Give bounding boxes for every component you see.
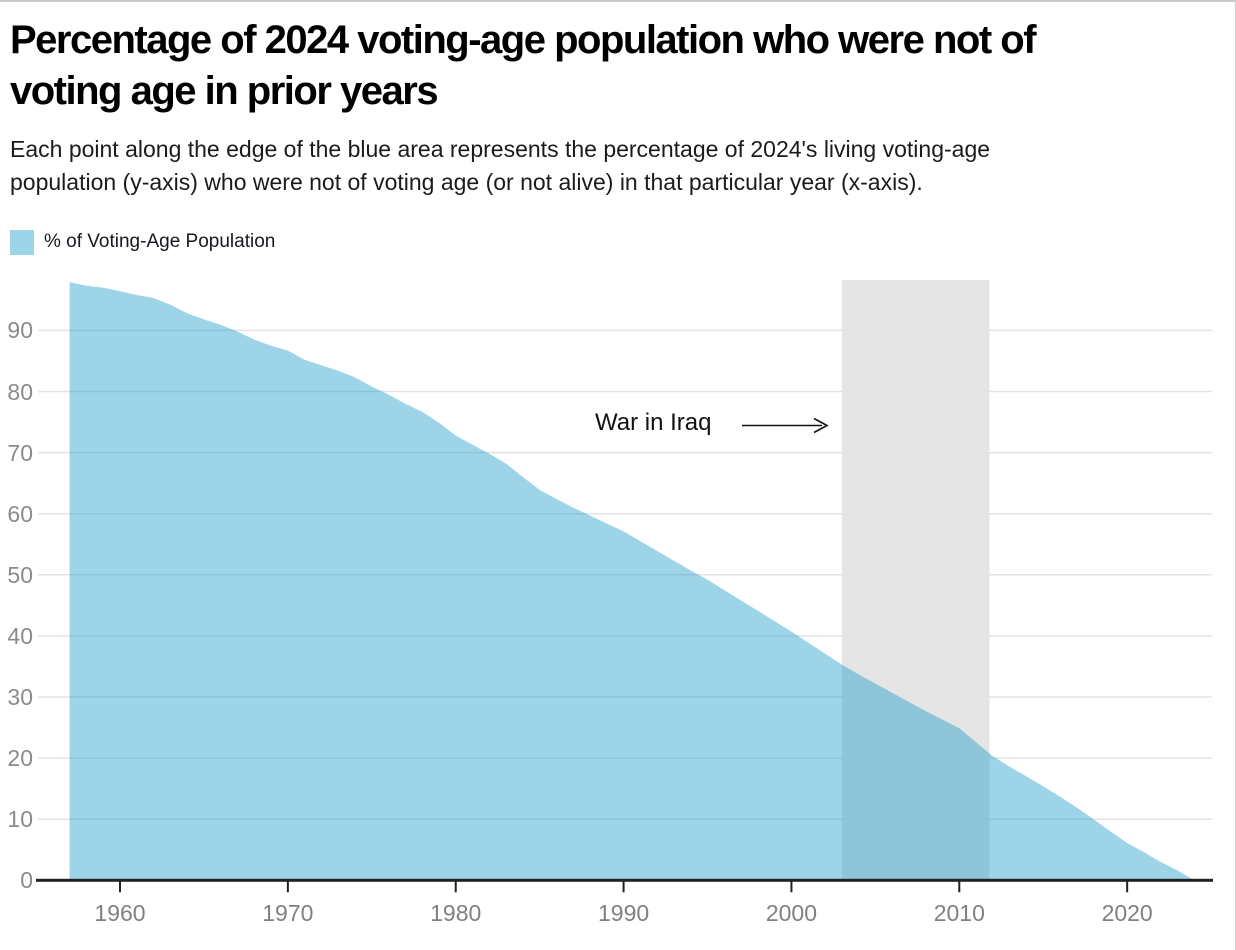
page-title-line1: Percentage of 2024 voting-age population… <box>10 18 1037 62</box>
chart-subtitle-line1: Each point along the edge of the blue ar… <box>10 136 991 162</box>
y-tick-label: 60 <box>7 500 33 527</box>
page-title: Percentage of 2024 voting-age population… <box>10 15 1210 117</box>
y-tick-label: 20 <box>7 745 33 772</box>
x-tick-label: 1980 <box>430 900 482 926</box>
y-tick-label: 0 <box>20 867 33 894</box>
x-axis-line <box>36 878 1213 882</box>
legend-label: % of Voting-Age Population <box>44 231 276 252</box>
legend-swatch <box>10 229 34 255</box>
voting-age-area-series <box>69 282 1195 881</box>
x-tick-label: 1990 <box>597 900 650 926</box>
y-tick-label: 50 <box>7 561 33 588</box>
x-tick-label: 1970 <box>262 900 314 926</box>
y-tick-label: 90 <box>7 317 33 344</box>
x-tick-label: 2020 <box>1101 900 1153 926</box>
chart-subtitle: Each point along the edge of the blue ar… <box>10 133 1220 199</box>
chart-subtitle-line2: population (y-axis) who were not of voti… <box>10 169 923 195</box>
y-tick-label: 80 <box>7 378 33 405</box>
y-tick-label: 70 <box>7 439 33 466</box>
y-tick-label: 30 <box>7 684 33 710</box>
x-tick-label: 2000 <box>765 900 818 926</box>
war-in-iraq-annotation: War in Iraq <box>595 409 712 436</box>
annotation-arrow-head <box>813 417 829 434</box>
war-in-iraq-band <box>841 280 990 881</box>
legend: % of Voting-Age Population <box>10 229 275 255</box>
x-tick-label: 1960 <box>94 900 146 926</box>
y-tick-label: 40 <box>7 622 33 649</box>
page-title-line2: voting age in prior years <box>10 69 439 113</box>
x-tick-label: 2010 <box>933 900 985 926</box>
y-tick-label: 10 <box>7 806 33 833</box>
